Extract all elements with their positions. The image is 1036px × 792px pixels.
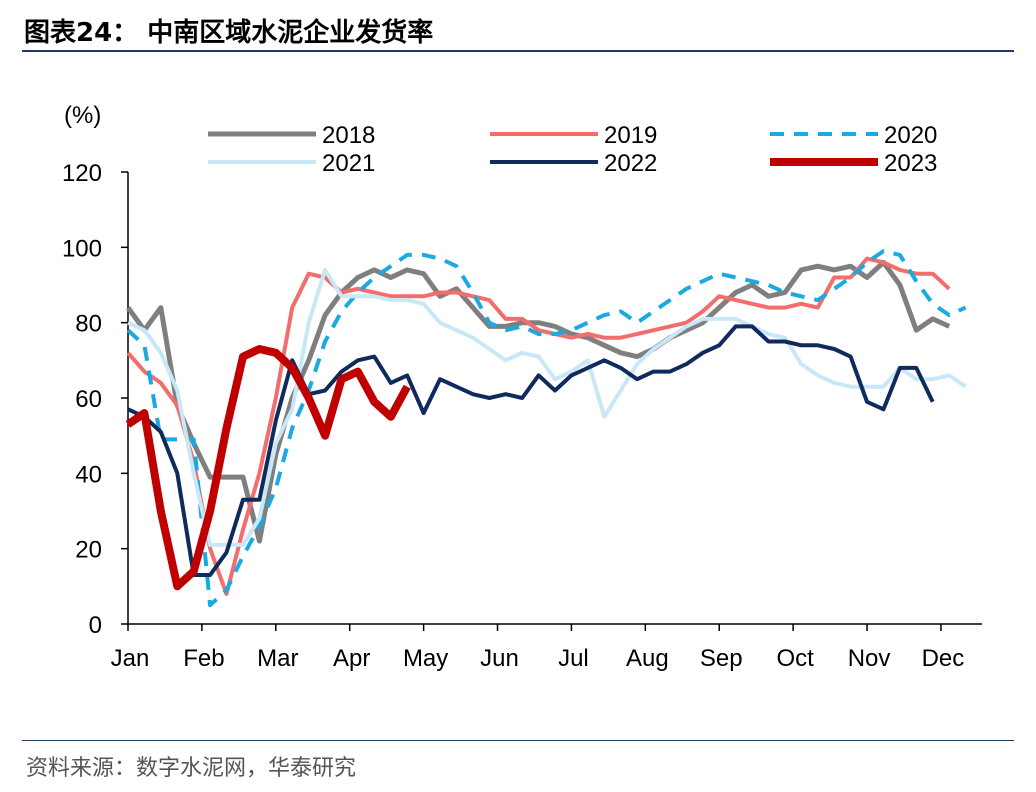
y-tick-label: 120 xyxy=(62,160,102,187)
y-tick-label: 80 xyxy=(75,311,102,338)
x-tick-label: Feb xyxy=(183,645,224,672)
x-tick-label: Apr xyxy=(333,645,370,672)
legend-label-2018: 2018 xyxy=(322,122,375,149)
x-tick-label: Jan xyxy=(111,645,150,672)
legend-label-2020: 2020 xyxy=(884,122,937,149)
legend-label-2022: 2022 xyxy=(604,150,657,177)
source-note: 资料来源：数字水泥网，华泰研究 xyxy=(26,756,357,781)
chart-axes: 0 20 40 60 80 100 120 Jan Feb Mar Apr May Jun Jul Aug S… xyxy=(62,160,982,672)
series-line-2020 xyxy=(126,249,967,608)
y-tick-label: 0 xyxy=(89,612,102,639)
x-tick-label: Oct xyxy=(776,645,814,672)
series-line-2021 xyxy=(127,267,967,547)
y-tick-label: 60 xyxy=(75,386,102,413)
x-tick-label: Jun xyxy=(480,645,519,672)
legend-label-2023: 2023 xyxy=(884,150,937,177)
y-unit-label: (%) xyxy=(64,102,101,129)
footer-divider xyxy=(22,740,1014,741)
y-tick-label: 20 xyxy=(75,537,102,564)
legend-label-2021: 2021 xyxy=(322,150,375,177)
series-line-2019 xyxy=(126,256,951,596)
legend-label-2019: 2019 xyxy=(604,122,657,149)
series-line-2022 xyxy=(127,324,935,577)
x-tick-label: Jul xyxy=(558,645,589,672)
chart-series xyxy=(125,249,967,608)
x-tick-label: Dec xyxy=(922,645,965,672)
x-tick-label: Mar xyxy=(257,645,298,672)
series-line-2023 xyxy=(125,345,411,591)
chart-legend: 2018 2019 2020 2021 2022 2023 xyxy=(208,122,937,177)
chart-title: 图表24： 中南区域水泥企业发货率 xyxy=(24,18,434,48)
x-tick-label: Sep xyxy=(700,645,743,672)
title-divider xyxy=(22,50,1014,52)
x-tick-label: Aug xyxy=(626,645,669,672)
y-tick-label: 100 xyxy=(62,235,102,262)
y-tick-label: 40 xyxy=(75,461,102,488)
series-line-2018 xyxy=(125,259,951,544)
x-tick-label: Nov xyxy=(848,645,891,672)
x-tick-label: May xyxy=(403,645,448,672)
